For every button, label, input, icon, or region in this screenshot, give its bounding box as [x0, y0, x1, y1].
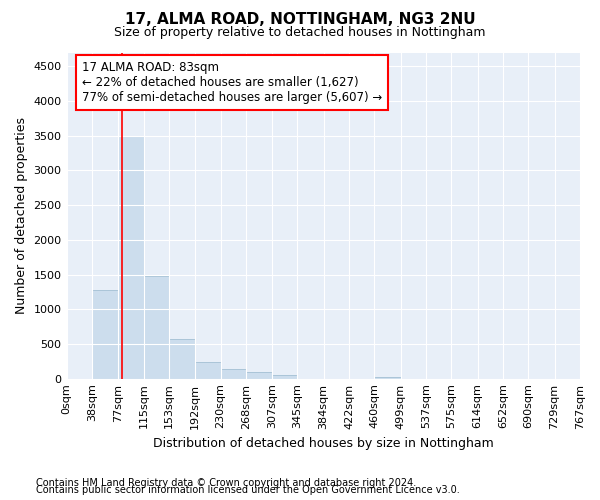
Bar	[118, 136, 143, 378]
Bar	[272, 375, 298, 378]
X-axis label: Distribution of detached houses by size in Nottingham: Distribution of detached houses by size …	[153, 437, 494, 450]
Bar	[143, 276, 169, 378]
Text: Contains HM Land Registry data © Crown copyright and database right 2024.: Contains HM Land Registry data © Crown c…	[36, 478, 416, 488]
Bar	[92, 290, 118, 378]
Bar	[374, 377, 401, 378]
Y-axis label: Number of detached properties: Number of detached properties	[15, 117, 28, 314]
Bar	[169, 339, 195, 378]
Text: Size of property relative to detached houses in Nottingham: Size of property relative to detached ho…	[114, 26, 486, 39]
Text: 17, ALMA ROAD, NOTTINGHAM, NG3 2NU: 17, ALMA ROAD, NOTTINGHAM, NG3 2NU	[125, 12, 475, 28]
Text: Contains public sector information licensed under the Open Government Licence v3: Contains public sector information licen…	[36, 485, 460, 495]
Bar	[246, 372, 272, 378]
Text: 17 ALMA ROAD: 83sqm
← 22% of detached houses are smaller (1,627)
77% of semi-det: 17 ALMA ROAD: 83sqm ← 22% of detached ho…	[82, 60, 382, 104]
Bar	[195, 362, 221, 378]
Bar	[221, 369, 246, 378]
